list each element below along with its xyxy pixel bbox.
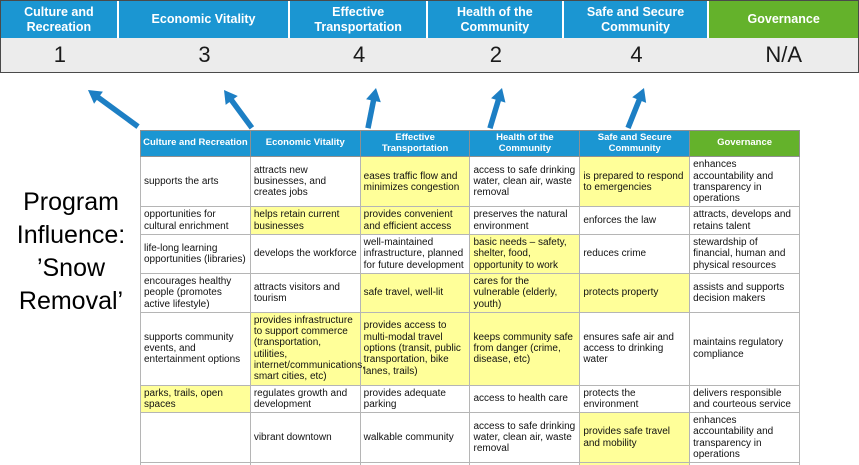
matrix-cell: keeps community safe from danger (crime,…: [469, 311, 581, 386]
matrix-cell: provides infrastructure to support comme…: [249, 311, 365, 386]
matrix-cell: ensures safe air and access to drinking …: [579, 311, 691, 386]
matrix-cell: reduces crime: [579, 234, 691, 274]
matrix-cell: enhances accountability and transparency…: [689, 156, 800, 208]
program-influence-label: Program Influence: ’Snow Removal’: [16, 188, 126, 315]
matrix-cell: develops the workforce: [249, 234, 361, 274]
matrix-cell: provides adequate parking: [359, 384, 471, 414]
matrix-cell: provides safe travel and mobility: [579, 412, 691, 464]
matrix-cell: access to safe drinking water, clean air…: [469, 156, 581, 208]
matrix-cell: encourages healthy people (promotes acti…: [140, 272, 251, 313]
matrix-cell: eases traffic flow and minimizes congest…: [359, 156, 471, 208]
matrix-header: Culture and Recreation: [140, 129, 251, 158]
matrix-cell: attracts new businesses, and creates job…: [249, 156, 361, 208]
matrix-header: Effective Transportation: [359, 129, 471, 158]
matrix-cell: life-long learning opportunities (librar…: [140, 234, 251, 274]
scoreboard-scores: 1 3 4 2 4 N/A: [1, 38, 858, 72]
arrow-economic-icon: [224, 90, 255, 130]
matrix-cell: maintains regulatory compliance: [689, 311, 800, 386]
scoreboard-score: 2: [489, 42, 502, 67]
arrow-transportation-icon: [365, 88, 381, 129]
arrow-culture-icon: [88, 90, 140, 129]
matrix-cell: vibrant downtown: [249, 412, 361, 464]
matrix-cell: enhances accountability and transparency…: [689, 412, 800, 464]
matrix-cell: access to safe drinking water, clean air…: [469, 412, 581, 464]
matrix-cell: regulates growth and development: [249, 384, 361, 414]
matrix-cell: well-maintained infrastructure, planned …: [359, 234, 471, 274]
matrix-body: supports the arts attracts new businesses…: [140, 156, 800, 465]
scoreboard-header: Culture and Recreation: [1, 1, 119, 38]
matrix-cell: attracts visitors and tourism: [249, 272, 361, 313]
scoreboard-score: N/A: [765, 42, 802, 67]
matrix-cell: protects the environment: [579, 384, 691, 414]
scoreboard: Culture and Recreation Economic Vitality E…: [0, 0, 859, 73]
matrix-row: looks after it's most vulnerable: [140, 462, 800, 465]
matrix-cell: opportunities for cultural enrichment: [140, 206, 251, 236]
matrix-header: Health of the Community: [469, 129, 581, 158]
matrix-row: encourages healthy people (promotes acti…: [140, 272, 800, 313]
matrix-cell: preserves the natural environment: [469, 206, 581, 236]
scoreboard-headers: Culture and Recreation Economic Vitality E…: [1, 1, 858, 38]
matrix-cell: basic needs – safety, shelter, food, opp…: [469, 234, 581, 274]
scoreboard-header: Governance: [709, 1, 858, 38]
scoreboard-score: 3: [198, 42, 211, 67]
scoreboard-header: Economic Vitality: [118, 1, 291, 38]
scoreboard-header: Safe and Secure Community: [563, 1, 710, 38]
matrix-cell: attracts, develops and retains talent: [689, 206, 800, 236]
matrix-header-row: Culture and Recreation Economic Vitality E…: [140, 129, 800, 158]
matrix-cell: parks, trails, open spaces: [140, 384, 251, 414]
matrix-cell: [689, 462, 800, 465]
influence-matrix: Culture and Recreation Economic Vitality E…: [140, 129, 800, 465]
matrix-row: parks, trails, open spaces regulates grow…: [140, 384, 800, 414]
scoreboard-score: 1: [53, 42, 66, 67]
matrix-header: Governance: [689, 129, 800, 158]
matrix-cell: walkable community: [359, 412, 471, 464]
arrow-health-icon: [487, 88, 506, 130]
matrix-cell: safe travel, well-lit: [359, 272, 471, 313]
matrix-header: Economic Vitality: [249, 129, 361, 158]
scoreboard-score: 4: [353, 42, 366, 67]
matrix-cell: provides convenient and efficient access: [359, 206, 471, 236]
matrix-row: life-long learning opportunities (librar…: [140, 234, 800, 274]
matrix-row: vibrant downtown walkable community access…: [140, 412, 800, 464]
matrix-cell: [140, 412, 251, 464]
matrix-row: opportunities for cultural enrichment hel…: [140, 206, 800, 236]
matrix-cell: protects property: [579, 272, 691, 313]
matrix-cell: delivers responsible and courteous servi…: [689, 384, 800, 414]
scoreboard-header: Effective Transportation: [290, 1, 429, 38]
matrix-cell: supports community events, and entertain…: [140, 311, 251, 386]
matrix-cell: stewardship of financial, human and phys…: [689, 234, 800, 274]
matrix-row: supports the arts attracts new businesses…: [140, 156, 800, 208]
influence-arrows: [88, 88, 647, 130]
matrix-cell: provides access to multi-modal travel op…: [359, 311, 471, 386]
matrix-cell: enforces the law: [579, 206, 691, 236]
matrix-row: supports community events, and entertain…: [140, 311, 800, 386]
matrix-cell: access to health care: [469, 384, 581, 414]
scoreboard-header: Health of the Community: [428, 1, 564, 38]
matrix-header: Safe and Secure Community: [579, 129, 691, 158]
arrow-safe-icon: [625, 88, 647, 129]
matrix-cell: supports the arts: [140, 156, 251, 208]
matrix-cell: helps retain current businesses: [249, 206, 361, 236]
scoreboard-score: 4: [630, 42, 643, 67]
matrix-cell: assists and supports decision makers: [689, 272, 800, 313]
matrix-cell: cares for the vulnerable (elderly, youth…: [469, 272, 581, 313]
matrix-cell: is prepared to respond to emergencies: [579, 156, 691, 208]
